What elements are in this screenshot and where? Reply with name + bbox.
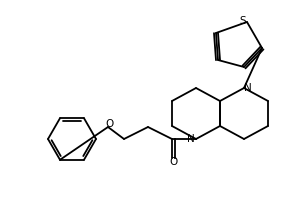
Text: S: S <box>240 16 246 26</box>
Text: O: O <box>105 119 113 129</box>
Text: N: N <box>244 83 252 93</box>
Text: O: O <box>169 157 177 167</box>
Text: N: N <box>187 134 195 144</box>
